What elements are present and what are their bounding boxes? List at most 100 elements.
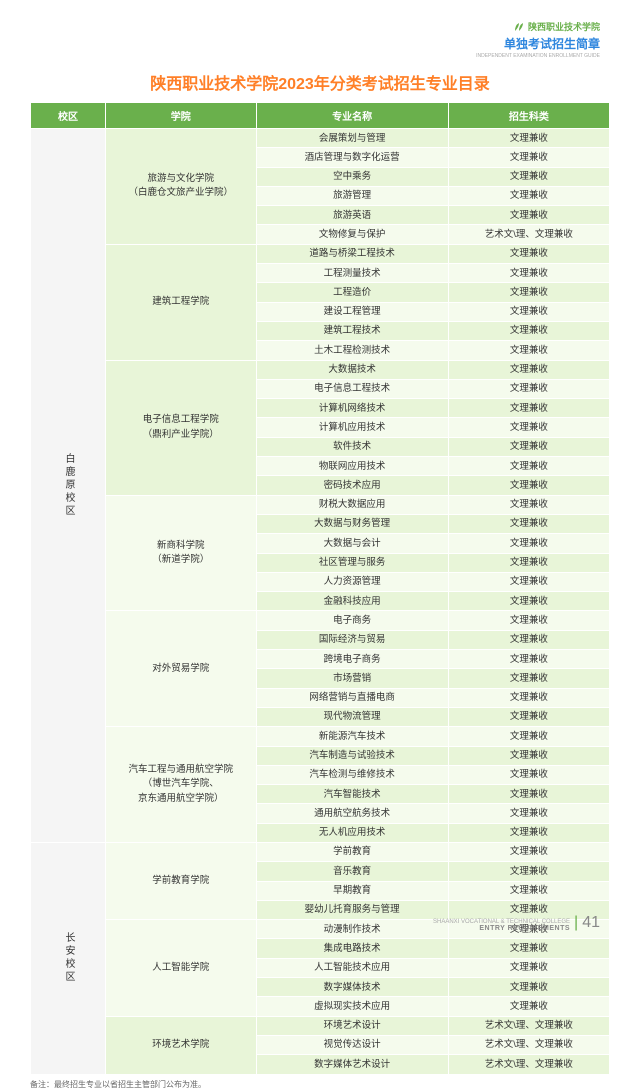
major-type-cell: 文理兼收 (448, 707, 609, 726)
table-row: 电子信息工程学院（鼎利产业学院）大数据技术文理兼收 (31, 360, 610, 379)
major-type-cell: 文理兼收 (448, 688, 609, 707)
major-name-cell: 无人机应用技术 (256, 823, 448, 842)
major-type-cell: 文理兼收 (448, 476, 609, 495)
major-name-cell: 大数据技术 (256, 360, 448, 379)
major-name-cell: 通用航空航务技术 (256, 804, 448, 823)
major-name-cell: 物联网应用技术 (256, 457, 448, 476)
major-type-cell: 文理兼收 (448, 592, 609, 611)
major-name-cell: 汽车制造与试验技术 (256, 746, 448, 765)
department-cell: 学前教育学院 (106, 842, 257, 919)
campus-cell: 长安校区 (31, 842, 106, 1074)
major-type-cell: 文理兼收 (448, 997, 609, 1016)
major-type-cell: 文理兼收 (448, 437, 609, 456)
major-name-cell: 音乐教育 (256, 862, 448, 881)
major-type-cell: 文理兼收 (448, 457, 609, 476)
department-cell: 电子信息工程学院（鼎利产业学院） (106, 360, 257, 495)
page-header: 陕西职业技术学院 单独考试招生简章 INDEPENDENT EXAMINATIO… (476, 20, 600, 59)
major-type-cell: 文理兼收 (448, 842, 609, 861)
content-area: 陕西职业技术学院2023年分类考试招生专业目录 校区学院专业名称招生科类 白鹿原… (30, 70, 610, 1090)
table-row: 新商科学院（新道学院）财税大数据应用文理兼收 (31, 495, 610, 514)
major-name-cell: 建筑工程技术 (256, 321, 448, 340)
major-name-cell: 市场营销 (256, 669, 448, 688)
major-name-cell: 动漫制作技术 (256, 920, 448, 939)
major-name-cell: 网络营销与直播电商 (256, 688, 448, 707)
major-name-cell: 电子信息工程技术 (256, 379, 448, 398)
department-cell: 新商科学院（新道学院） (106, 495, 257, 611)
major-type-cell: 文理兼收 (448, 939, 609, 958)
major-name-cell: 集成电路技术 (256, 939, 448, 958)
footnote: 备注：最终招生专业以省招生主管部门公布为准。 (30, 1079, 610, 1090)
major-type-cell: 艺术文\理、文理兼收 (448, 1055, 609, 1074)
major-type-cell: 文理兼收 (448, 129, 609, 148)
leaf-icon (513, 21, 525, 33)
major-name-cell: 社区管理与服务 (256, 553, 448, 572)
major-type-cell: 文理兼收 (448, 302, 609, 321)
major-name-cell: 建设工程管理 (256, 302, 448, 321)
major-name-cell: 软件技术 (256, 437, 448, 456)
major-type-cell: 文理兼收 (448, 611, 609, 630)
footer-separator: | (574, 914, 578, 932)
major-type-cell: 文理兼收 (448, 823, 609, 842)
major-name-cell: 土木工程检测技术 (256, 341, 448, 360)
major-type-cell: 文理兼收 (448, 978, 609, 997)
major-name-cell: 婴幼儿托育服务与管理 (256, 900, 448, 919)
major-type-cell: 文理兼收 (448, 167, 609, 186)
major-type-cell: 文理兼收 (448, 804, 609, 823)
department-cell: 人工智能学院 (106, 920, 257, 1016)
major-name-cell: 电子商务 (256, 611, 448, 630)
header-subtitle-en: INDEPENDENT EXAMINATION ENROLLMENT GUIDE (476, 53, 600, 59)
page-number: 41 (582, 914, 600, 932)
table-header-cell: 学院 (106, 103, 257, 129)
department-cell: 汽车工程与通用航空学院（博世汽车学院、京东通用航空学院） (106, 727, 257, 843)
major-type-cell: 文理兼收 (448, 244, 609, 263)
major-type-cell: 文理兼收 (448, 418, 609, 437)
table-header-cell: 校区 (31, 103, 106, 129)
major-type-cell: 文理兼收 (448, 399, 609, 418)
table-body: 白鹿原校区旅游与文化学院（白鹿仓文旅产业学院）会展策划与管理文理兼收酒店管理与数… (31, 129, 610, 1075)
major-name-cell: 旅游管理 (256, 186, 448, 205)
major-type-cell: 文理兼收 (448, 341, 609, 360)
department-cell: 建筑工程学院 (106, 244, 257, 360)
major-name-cell: 工程测量技术 (256, 264, 448, 283)
major-name-cell: 密码技术应用 (256, 476, 448, 495)
campus-cell: 白鹿原校区 (31, 129, 106, 843)
major-name-cell: 计算机应用技术 (256, 418, 448, 437)
major-name-cell: 环境艺术设计 (256, 1016, 448, 1035)
table-row: 对外贸易学院电子商务文理兼收 (31, 611, 610, 630)
major-name-cell: 大数据与财务管理 (256, 514, 448, 533)
table-header-cell: 招生科类 (448, 103, 609, 129)
major-name-cell: 酒店管理与数字化运营 (256, 148, 448, 167)
major-type-cell: 文理兼收 (448, 650, 609, 669)
page-title: 陕西职业技术学院2023年分类考试招生专业目录 (30, 70, 610, 94)
major-type-cell: 文理兼收 (448, 379, 609, 398)
major-name-cell: 会展策划与管理 (256, 129, 448, 148)
major-type-cell: 文理兼收 (448, 958, 609, 977)
major-type-cell: 文理兼收 (448, 862, 609, 881)
major-type-cell: 文理兼收 (448, 148, 609, 167)
major-type-cell: 文理兼收 (448, 186, 609, 205)
major-name-cell: 汽车智能技术 (256, 785, 448, 804)
department-cell: 对外贸易学院 (106, 611, 257, 727)
major-name-cell: 工程造价 (256, 283, 448, 302)
major-type-cell: 文理兼收 (448, 765, 609, 784)
major-name-cell: 金融科技应用 (256, 592, 448, 611)
major-type-cell: 文理兼收 (448, 321, 609, 340)
major-type-cell: 文理兼收 (448, 534, 609, 553)
major-name-cell: 人力资源管理 (256, 572, 448, 591)
department-cell: 旅游与文化学院（白鹿仓文旅产业学院） (106, 129, 257, 245)
major-type-cell: 艺术文\理、文理兼收 (448, 1035, 609, 1054)
page-footer: SHAANXI VOCATIONAL & TECHNICAL COLLEGE E… (433, 914, 600, 932)
table-row: 白鹿原校区旅游与文化学院（白鹿仓文旅产业学院）会展策划与管理文理兼收 (31, 129, 610, 148)
header-subtitle-cn: 单独考试招生简章 (476, 35, 600, 52)
major-name-cell: 计算机网络技术 (256, 399, 448, 418)
major-name-cell: 旅游英语 (256, 206, 448, 225)
major-type-cell: 文理兼收 (448, 264, 609, 283)
major-type-cell: 文理兼收 (448, 881, 609, 900)
footer-en2: ENTRY REQUIREMENTS (433, 925, 570, 932)
table-row: 环境艺术学院环境艺术设计艺术文\理、文理兼收 (31, 1016, 610, 1035)
major-type-cell: 艺术文\理、文理兼收 (448, 225, 609, 244)
table-row: 建筑工程学院道路与桥梁工程技术文理兼收 (31, 244, 610, 263)
major-type-cell: 文理兼收 (448, 360, 609, 379)
major-type-cell: 文理兼收 (448, 669, 609, 688)
major-name-cell: 空中乘务 (256, 167, 448, 186)
